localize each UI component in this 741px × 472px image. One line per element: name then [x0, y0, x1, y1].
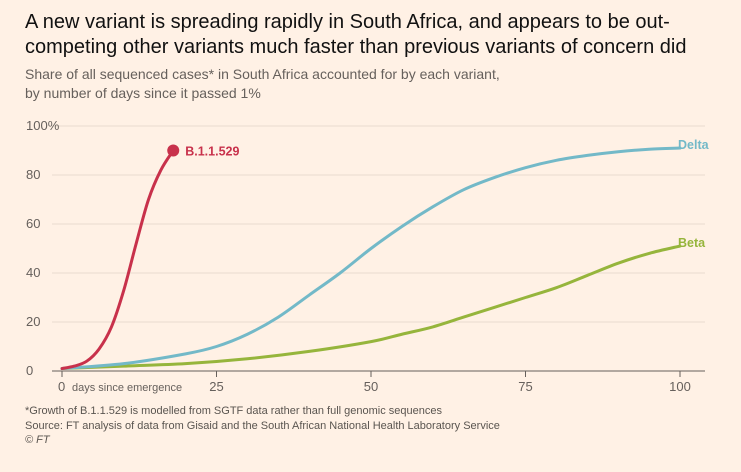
x-tick-label: 25 [209, 379, 223, 394]
y-tick-label: 40 [26, 265, 40, 280]
chart-subtitle: Share of all sequenced cases* in South A… [25, 65, 737, 103]
series-line-b-1-1-529 [60, 149, 175, 371]
y-tick-label: 0 [26, 363, 33, 378]
y-tick-label: 100% [26, 118, 60, 133]
x-axis-label: days since emergence [72, 382, 182, 394]
y-tick-label: 60 [26, 216, 40, 231]
y-tick-label: 80 [26, 167, 40, 182]
chart-title: A new variant is spreading rapidly in So… [25, 11, 687, 58]
series-label-b-1-1-529: B.1.1.529 [185, 145, 239, 159]
subtitle-line: by number of days since it passed 1% [25, 85, 261, 101]
series-line-beta [60, 244, 682, 371]
chart-header: A new variant is spreading rapidly in So… [25, 10, 737, 103]
series-label-delta: Delta [678, 138, 710, 152]
y-tick-label: 20 [26, 314, 40, 329]
series-end-marker-b-1-1-529 [167, 144, 180, 157]
x-tick-label: 50 [364, 379, 378, 394]
subtitle-line: Share of all sequenced cases* in South A… [25, 66, 500, 82]
source-note: Source: FT analysis of data from Gisaid … [25, 419, 500, 432]
x-tick-label: 100 [669, 379, 691, 394]
footnotes: *Growth of B.1.1.529 is modelled from SG… [25, 404, 500, 448]
series-label-beta: Beta [678, 236, 706, 250]
copyright: © FT [25, 434, 50, 446]
footnote: *Growth of B.1.1.529 is modelled from SG… [25, 405, 442, 417]
x-tick-label: 0 [58, 379, 65, 394]
x-tick-label: 75 [518, 379, 532, 394]
series-line-delta [60, 146, 682, 371]
